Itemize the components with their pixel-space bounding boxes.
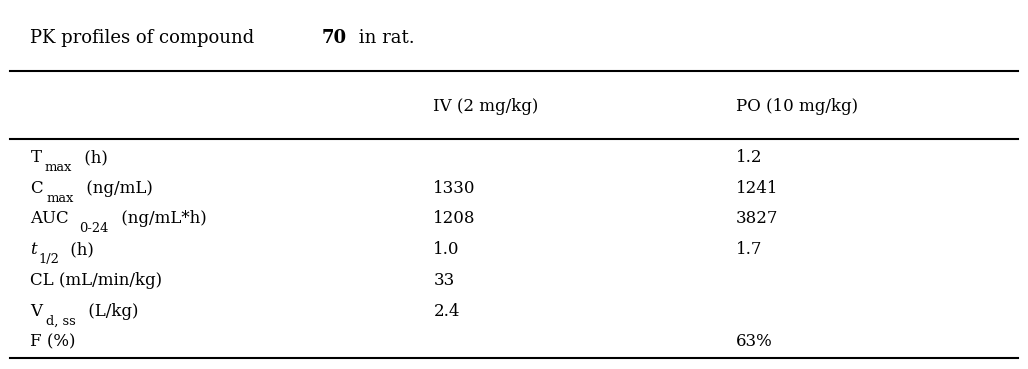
Text: 3827: 3827 <box>736 210 778 227</box>
Text: 1.0: 1.0 <box>434 241 460 258</box>
Text: 63%: 63% <box>736 333 772 350</box>
Text: (L/kg): (L/kg) <box>83 303 139 320</box>
Text: d, ss: d, ss <box>45 315 75 328</box>
Text: 1208: 1208 <box>434 210 476 227</box>
Text: t: t <box>31 241 37 258</box>
Text: 2.4: 2.4 <box>434 303 460 320</box>
Text: max: max <box>46 192 74 205</box>
Text: 1330: 1330 <box>434 180 476 197</box>
Text: (ng/mL): (ng/mL) <box>81 180 153 197</box>
Text: max: max <box>44 161 72 174</box>
Text: 1.7: 1.7 <box>736 241 762 258</box>
Text: PO (10 mg/kg): PO (10 mg/kg) <box>736 98 857 115</box>
Text: 1/2: 1/2 <box>39 253 60 266</box>
Text: 1.2: 1.2 <box>736 149 762 166</box>
Text: (ng/mL*h): (ng/mL*h) <box>116 210 208 227</box>
Text: CL (mL/min/kg): CL (mL/min/kg) <box>31 272 162 289</box>
Text: T: T <box>31 149 41 166</box>
Text: AUC: AUC <box>31 210 69 227</box>
Text: (h): (h) <box>65 241 95 258</box>
Text: C: C <box>31 180 43 197</box>
Text: in rat.: in rat. <box>353 29 414 47</box>
Text: F (%): F (%) <box>31 333 76 350</box>
Text: 0-24: 0-24 <box>79 223 109 235</box>
Text: 1241: 1241 <box>736 180 778 197</box>
Text: IV (2 mg/kg): IV (2 mg/kg) <box>434 98 539 115</box>
Text: 33: 33 <box>434 272 454 289</box>
Text: V: V <box>31 303 42 320</box>
Text: 70: 70 <box>322 29 346 47</box>
Text: (h): (h) <box>79 149 108 166</box>
Text: PK profiles of compound: PK profiles of compound <box>31 29 260 47</box>
